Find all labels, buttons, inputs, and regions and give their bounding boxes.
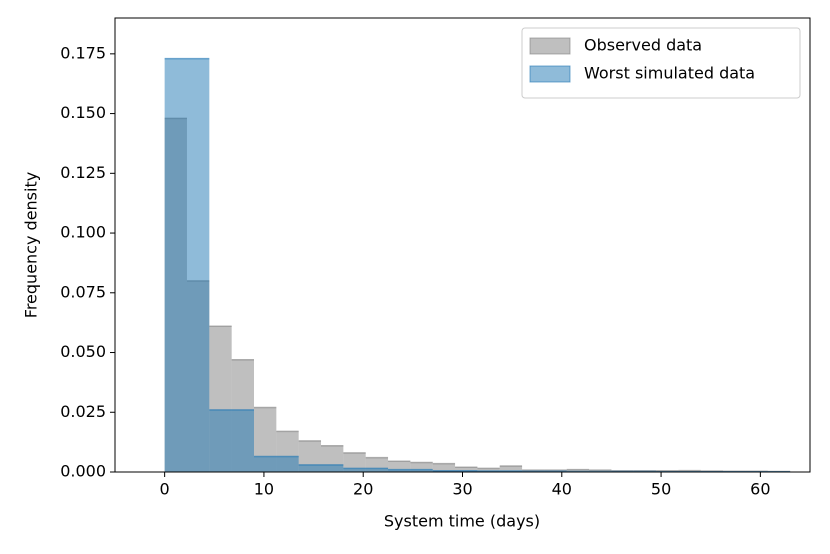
histogram-bar	[298, 464, 344, 472]
y-tick-label: 0.000	[60, 462, 106, 481]
x-axis-label: System time (days)	[384, 512, 540, 531]
histogram-bar	[455, 467, 478, 472]
x-tick-label: 20	[353, 480, 373, 499]
legend-label: Observed data	[584, 36, 702, 55]
y-axis-label: Frequency density	[22, 172, 41, 318]
y-tick-label: 0.150	[60, 103, 106, 122]
x-tick-label: 40	[552, 480, 572, 499]
histogram-bar	[388, 469, 433, 472]
legend-box	[521, 27, 801, 99]
histogram-bar	[432, 463, 456, 472]
x-tick-label: 10	[254, 480, 274, 499]
histogram-bar	[410, 462, 433, 472]
y-tick-label: 0.125	[60, 163, 106, 182]
histogram-bar	[343, 468, 389, 472]
legend-swatch	[529, 65, 571, 83]
x-tick-label: 30	[452, 480, 472, 499]
plot-frame	[114, 17, 811, 473]
histogram-bar	[164, 58, 210, 472]
histogram-bar	[477, 468, 500, 472]
histogram-bar	[499, 466, 523, 472]
x-tick-label: 60	[750, 480, 770, 499]
histogram-bar	[343, 452, 366, 472]
y-tick-label: 0.175	[60, 43, 106, 62]
x-tick-label: 50	[651, 480, 671, 499]
x-tick-label: 0	[160, 480, 170, 499]
y-tick-label: 0.050	[60, 342, 106, 361]
histogram-bar	[209, 409, 254, 472]
legend-label: Worst simulated data	[584, 64, 755, 83]
histogram-bar	[388, 461, 411, 472]
y-tick-label: 0.100	[60, 223, 106, 242]
legend-swatch	[529, 37, 571, 55]
y-tick-label: 0.075	[60, 282, 106, 301]
histogram-bar	[254, 456, 299, 472]
y-tick-label: 0.025	[60, 402, 106, 421]
